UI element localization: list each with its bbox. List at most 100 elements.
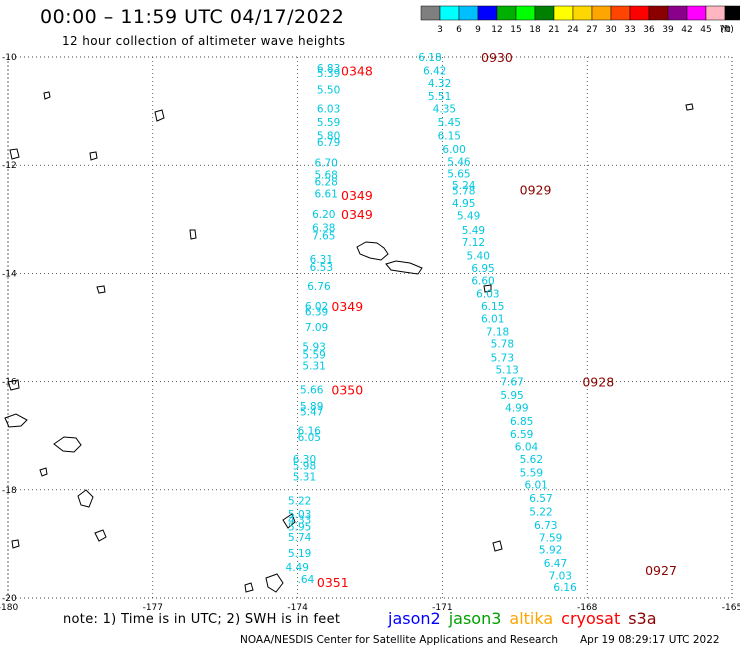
color-tick-label: 27 xyxy=(586,25,597,35)
graticule: -10 -12 -14 -16 -18 -20-180 -177 -174 -171 -168 -1… xyxy=(0,53,740,610)
wave-height-value: 6.38 xyxy=(312,222,335,234)
wave-height-value: 7.03 xyxy=(549,570,572,582)
wave-height-value: 5.50 xyxy=(317,84,340,96)
wave-height-value: 6.83 xyxy=(317,63,340,75)
legend-item-jason2: jason2 xyxy=(388,609,441,628)
wave-height-value: 7.67 xyxy=(500,377,523,389)
wave-height-value: 5.51 xyxy=(428,91,451,103)
wave-height-value: 6.02 xyxy=(305,301,328,313)
color-tick-label: 21 xyxy=(548,25,559,35)
pass-time-label: 0349 xyxy=(341,188,373,203)
wave-height-value: 5.65 xyxy=(447,168,470,180)
wave-height-value: 6.95 xyxy=(471,263,494,275)
wave-height-value: 5.92 xyxy=(539,544,562,556)
color-tick-label: 70 xyxy=(719,25,731,35)
wave-height-value: 5.62 xyxy=(520,454,543,466)
island-outline xyxy=(244,582,254,593)
wave-height-map: -10 -12 -14 -16 -18 -20-180 -177 -174 -171 -168 -1… xyxy=(0,50,740,610)
wave-height-value: 6.79 xyxy=(317,137,340,149)
wave-height-value: 5.66 xyxy=(300,385,324,397)
island-outline xyxy=(265,573,284,593)
wave-height-value: 6.60 xyxy=(471,275,494,287)
island-outline xyxy=(189,229,197,240)
wave-height-value: 5.59 xyxy=(302,350,325,362)
color-unit-label: (ft) xyxy=(720,25,734,35)
color-tick-label: 3 xyxy=(437,25,443,35)
wave-height-value: 5.31 xyxy=(302,360,325,372)
track-layer: 6.835.395.506.035.595.806.796.705.686.28… xyxy=(286,50,677,594)
wave-height-value: 6.39 xyxy=(305,306,328,318)
satellite-legend: jason2 jason3 altika cryosat s3a xyxy=(388,609,665,628)
wave-height-value: 6.53 xyxy=(310,262,333,274)
wave-height-value: 6.20 xyxy=(312,209,335,221)
wave-height-value: 6.04 xyxy=(515,442,539,454)
pass-time-label: 0348 xyxy=(341,64,373,79)
wave-height-value: 4.49 xyxy=(286,562,309,574)
pass-time-label: 0929 xyxy=(520,183,552,198)
wave-height-value: 6.16 xyxy=(553,582,577,594)
wave-height-value: 6.73 xyxy=(534,520,557,532)
color-tick-label: 30 xyxy=(605,25,617,35)
wave-height-value: 6.15 xyxy=(481,301,504,313)
wave-height-value: 5.78 xyxy=(452,186,475,198)
island-outline xyxy=(483,284,492,293)
island-outline xyxy=(356,241,389,261)
latitude-label: -16 xyxy=(2,378,17,388)
wave-height-value: 5.68 xyxy=(314,169,337,181)
wave-height-value: 5.89 xyxy=(300,401,323,413)
wave-height-value: 6.01 xyxy=(481,313,504,325)
wave-height-value: 5.49 xyxy=(462,225,485,237)
island-outline xyxy=(9,148,20,160)
wave-height-value: 4.99 xyxy=(505,403,528,415)
color-tick-label: 45 xyxy=(700,25,711,35)
island-outline xyxy=(89,151,98,161)
island-outline xyxy=(53,436,82,453)
island-outlines xyxy=(4,91,694,593)
color-tick-label: 39 xyxy=(662,25,674,35)
map-subtitle: 12 hour collection of altimeter wave hei… xyxy=(62,34,346,48)
wave-height-value: 5.80 xyxy=(317,130,340,142)
wave-height-value: 5.73 xyxy=(491,352,514,364)
wave-height-value: 4.33 xyxy=(288,515,311,527)
island-outline xyxy=(94,529,107,542)
wave-height-value: 5.13 xyxy=(495,365,518,377)
wave-height-value: 6.18 xyxy=(418,52,441,64)
color-tick-label: 18 xyxy=(529,25,541,35)
wave-height-value: 5.45 xyxy=(438,117,461,129)
wave-height-value: 6.30 xyxy=(293,454,316,466)
wave-height-value: 5.24 xyxy=(452,180,476,192)
wave-height-value: 4.35 xyxy=(433,103,456,115)
wave-height-value: 6.05 xyxy=(298,432,321,444)
wave-height-value: 6.31 xyxy=(310,254,333,266)
color-swatch xyxy=(724,5,740,21)
wave-height-value: 5.31 xyxy=(293,471,316,483)
pass-time-label: 0349 xyxy=(331,299,363,314)
wave-height-value: 5.22 xyxy=(288,496,311,508)
wave-height-value: 5.78 xyxy=(491,339,514,351)
map-title: 00:00 – 11:59 UTC 04/17/2022 xyxy=(40,6,345,28)
wave-height-value: 5.46 xyxy=(447,156,471,168)
wave-height-value: 6.03 xyxy=(476,288,499,300)
wave-height-value: 6.01 xyxy=(524,479,547,491)
credit-line: NOAA/NESDIS Center for Satellite Applica… xyxy=(240,634,558,646)
wave-height-value: 5.95 xyxy=(500,390,523,402)
wave-height-value: 6.15 xyxy=(438,130,461,142)
wave-height-value: 5.59 xyxy=(520,467,543,479)
wave-height-value: 6.42 xyxy=(423,66,446,78)
pass-time-label: 0350 xyxy=(331,383,363,398)
wave-height-value: 6.28 xyxy=(314,176,337,188)
legend-item-altika: altika xyxy=(509,609,554,628)
wave-height-value: 4.95 xyxy=(452,198,475,210)
wave-height-value: 5.59 xyxy=(317,117,340,129)
wave-height-value: 7.18 xyxy=(486,326,509,338)
island-outline xyxy=(154,109,165,122)
wave-height-value: 6.59 xyxy=(510,429,533,441)
color-tick-label: 15 xyxy=(510,25,521,35)
wave-height-value: 5.39 xyxy=(317,68,340,80)
island-outline xyxy=(96,285,106,294)
longitude-label: -165 xyxy=(722,603,740,610)
longitude-label: -171 xyxy=(432,603,452,610)
longitude-label: -177 xyxy=(143,603,163,610)
wave-height-value: 5.19 xyxy=(288,548,311,560)
island-outline xyxy=(11,539,20,549)
